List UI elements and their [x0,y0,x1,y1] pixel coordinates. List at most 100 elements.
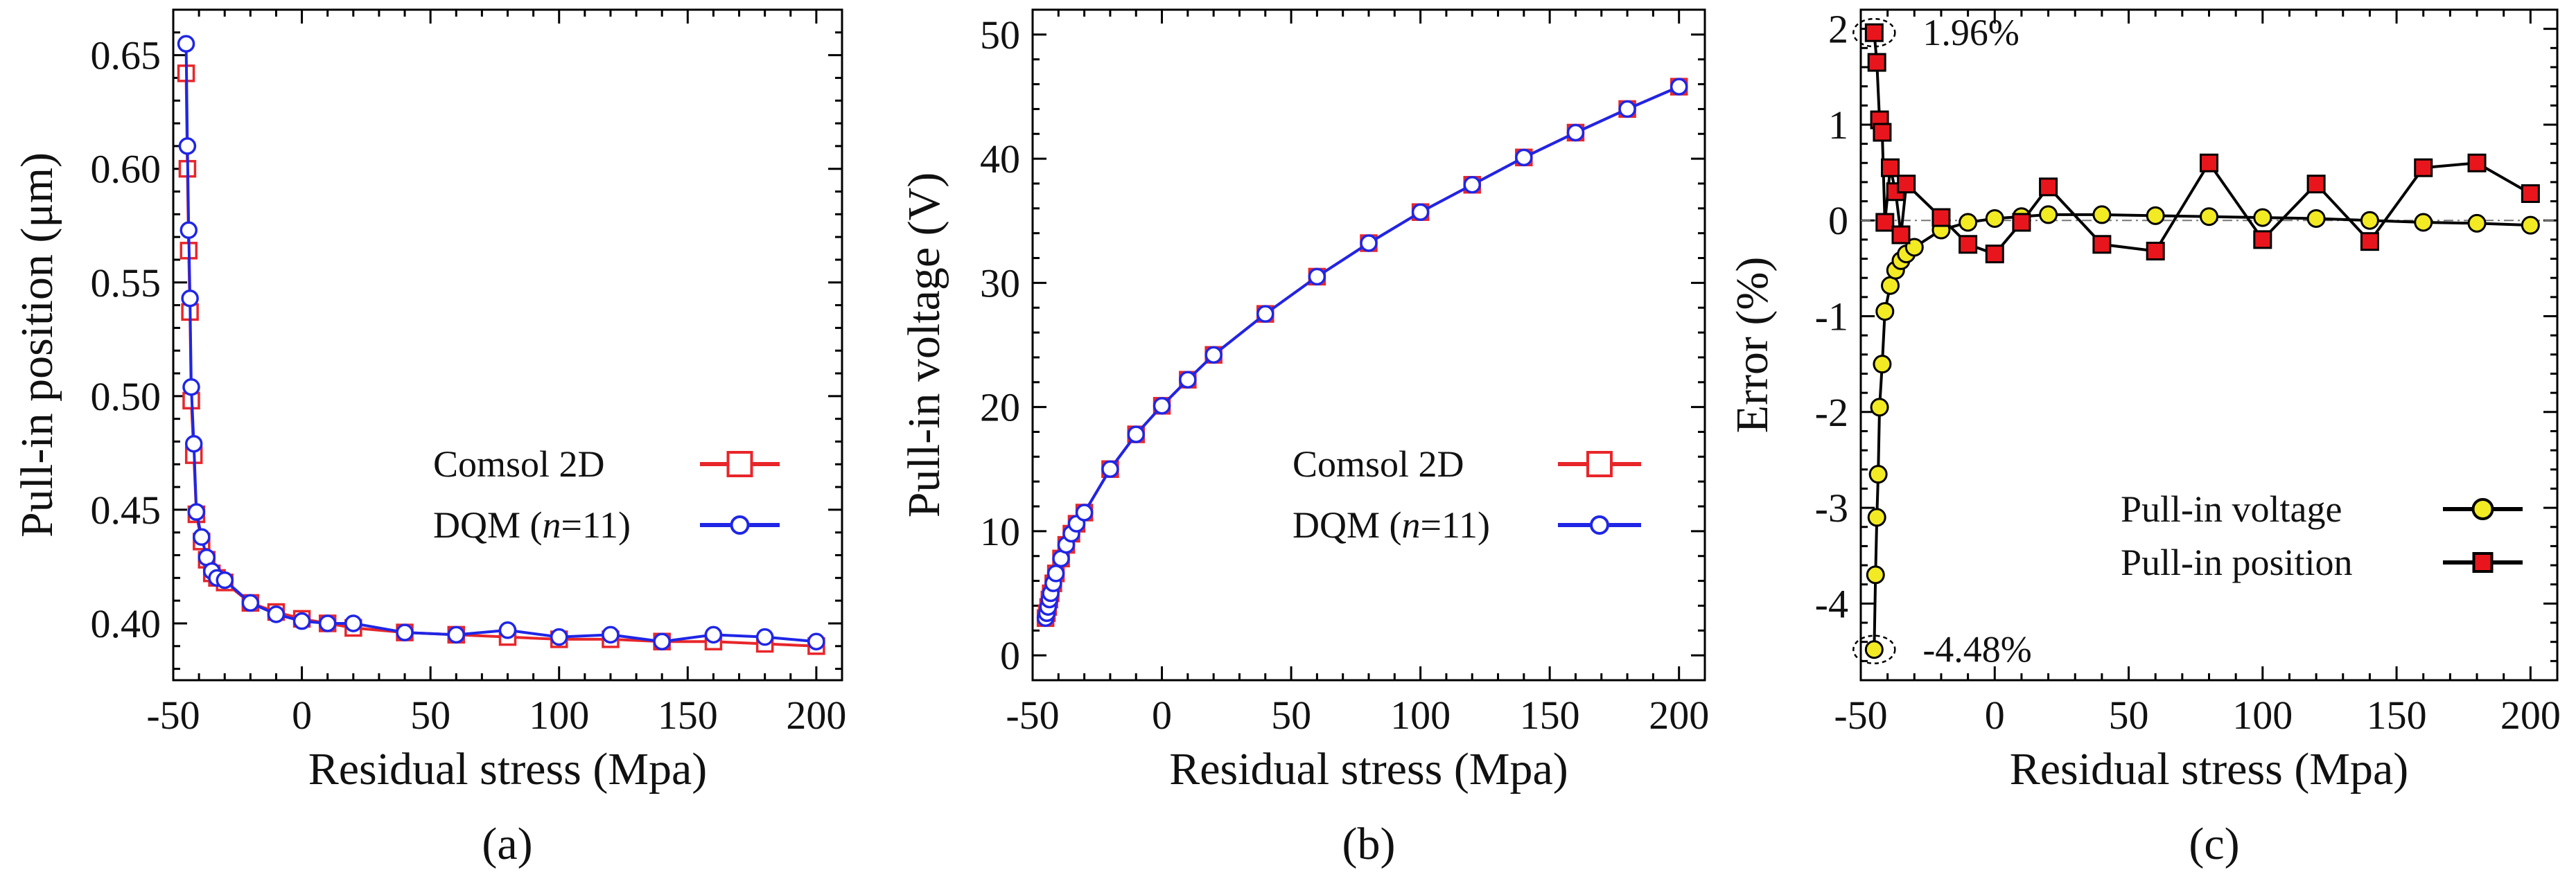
series-dqm-n-11 [177,35,825,650]
data-point [1864,23,1884,42]
panel-caption: (b) [1342,819,1396,869]
y-tick-label: -3 [1815,486,1848,531]
plot-frame [172,8,843,682]
data-point [1897,175,1916,194]
data-point [2306,208,2326,228]
data-point [2039,177,2058,197]
x-axis-title: Residual stress (Mpa) [2010,744,2409,794]
x-tick-label: -50 [1006,693,1059,738]
data-point [1618,100,1636,118]
annotation-ellipse [1852,17,1896,48]
data-point [602,625,620,644]
data-point [216,571,234,589]
data-point [2360,232,2379,251]
legend-label: Comsol 2D [433,443,605,485]
y-tick-label: 0.60 [91,147,161,192]
y-tick-label: 1 [1828,103,1848,148]
y-tick-label: -2 [1815,390,1848,435]
data-point [2092,205,2112,224]
x-tick-label: 100 [529,693,589,738]
data-point [2521,184,2540,204]
data-point [550,628,568,646]
y-tick-label: 0 [1828,198,1848,243]
data-point [1867,53,1886,72]
data-point [1931,208,1951,227]
data-point [2414,213,2433,232]
data-point [2146,241,2165,260]
legend-marker [2471,498,2494,520]
x-tick-label: 50 [410,693,450,738]
series-line [184,44,817,643]
data-point [1204,346,1223,364]
legend-label: Pull-in voltage [2121,488,2342,530]
data-point [179,221,198,240]
y-tick-label: 50 [980,12,1020,57]
annotation-ellipse [1852,634,1896,664]
x-tick-label: 150 [2367,693,2427,738]
data-point [1959,235,1978,254]
data-point [2467,153,2487,172]
data-point [1881,276,1900,295]
x-tick-label: 0 [1985,693,2005,738]
y-tick-label: 30 [980,260,1020,305]
data-point [241,594,260,612]
data-point [2360,211,2379,230]
data-point [1873,355,1892,374]
x-tick-label: -50 [1834,693,1887,738]
data-point [755,628,774,646]
y-tick-label: 0.65 [91,33,161,78]
x-tick-label: 200 [1649,693,1709,738]
data-point [1875,302,1895,321]
data-point [1256,305,1274,323]
data-point [1873,123,1892,142]
data-point [1959,213,1978,232]
y-tick-label: 0.40 [91,601,161,646]
data-point [2092,235,2112,254]
series-pull-in-position [1864,23,2540,264]
data-point [344,614,362,632]
data-point [181,289,199,308]
data-point [1360,234,1378,252]
data-point [1308,267,1326,286]
annotation-label: 1.96% [1922,12,2019,53]
data-point [1515,148,1533,167]
x-tick-label: 150 [1520,693,1580,738]
x-tick-label: 0 [292,693,312,738]
data-point [2200,207,2218,227]
data-point [187,503,206,521]
data-point [1875,213,1895,232]
y-tick-label: 2 [1828,7,1848,52]
data-point [1864,640,1884,659]
data-point [396,623,414,641]
data-point [1566,123,1585,142]
data-point [1463,176,1481,194]
chart-panel-c: -50 0 50 100 150 200 -4 -3 -2 -1 0 1 2 Residual stres… [1727,7,2561,869]
data-point [2039,205,2058,224]
data-point [2414,158,2433,177]
data-point [447,625,466,644]
panel-caption: (a) [482,819,532,869]
data-point [2467,213,2487,233]
y-tick-label: 20 [980,385,1020,430]
y-tick-label: 0.50 [91,374,161,419]
x-tick-label: 50 [1271,693,1311,738]
data-point [1891,225,1911,245]
legend-marker [1586,451,1613,477]
x-tick-label: 150 [658,693,718,738]
data-point [1179,371,1197,389]
data-point [1866,565,1885,585]
y-tick-label: 0.45 [91,488,161,533]
data-point [1127,425,1145,443]
legend-marker [730,515,750,535]
data-point [1075,504,1094,522]
data-point [184,434,203,453]
y-tick-label: -4 [1815,581,1848,626]
y-axis-title: Pull-in voltage (V) [899,172,949,518]
data-point [178,137,197,155]
legend-label: DQM (n=11) [433,504,631,546]
data-point [182,378,200,396]
data-point [2200,153,2218,172]
x-axis-title: Residual stress (Mpa) [308,744,708,794]
data-point [1153,397,1171,415]
plot-frame [1031,8,1706,682]
